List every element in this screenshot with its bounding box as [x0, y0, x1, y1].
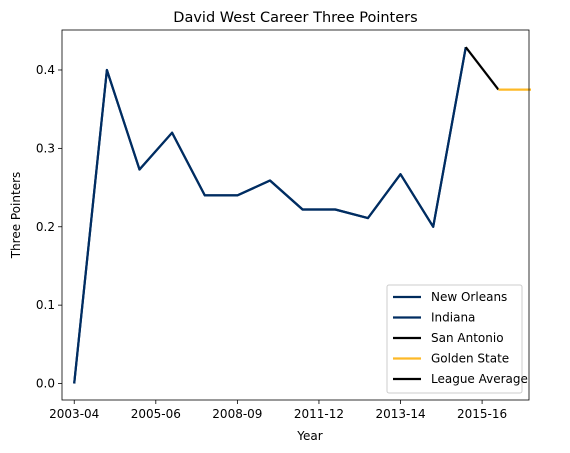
x-tick-label: 2015-16 — [457, 407, 507, 421]
legend-entries: New Orleans Indiana San Antonio Golden Stat… — [393, 290, 528, 386]
x-tick-label: 2008-09 — [212, 407, 262, 421]
x-axis-label: Year — [296, 429, 322, 443]
x-tick-label: 2003-04 — [49, 407, 99, 421]
y-axis: 0.0 0.1 0.2 0.3 0.4 — [36, 63, 62, 391]
y-tick-label: 0.3 — [36, 141, 55, 155]
y-axis-label: Three Pointers — [9, 172, 23, 260]
x-tick-label: 2011-12 — [294, 407, 344, 421]
x-axis: 2003-04 2005-06 2008-09 2011-12 2013-14 2015-… — [49, 400, 507, 421]
series-line-2 — [464, 46, 500, 91]
legend-label-1: Indiana — [431, 311, 475, 325]
y-tick-label: 0.1 — [36, 298, 55, 312]
legend-label-3: Golden State — [431, 352, 509, 366]
chart-title: David West Career Three Pointers — [173, 10, 417, 26]
plot-area-frame — [61, 29, 530, 401]
legend-label-2: San Antonio — [431, 331, 504, 345]
y-tick-label: 0.4 — [36, 63, 55, 77]
legend-label-4: League Average — [431, 372, 528, 386]
legend-box — [386, 284, 523, 394]
plot-lines — [73, 46, 531, 384]
y-tick-label: 0.0 — [36, 377, 55, 391]
legend: New Orleans Indiana San Antonio Golden Stat… — [386, 284, 528, 394]
x-tick-label: 2005-06 — [131, 407, 181, 421]
y-tick-label: 0.2 — [36, 220, 55, 234]
x-tick-label: 2013-14 — [375, 407, 425, 421]
series-line-1 — [73, 47, 467, 384]
legend-label-0: New Orleans — [431, 290, 507, 304]
